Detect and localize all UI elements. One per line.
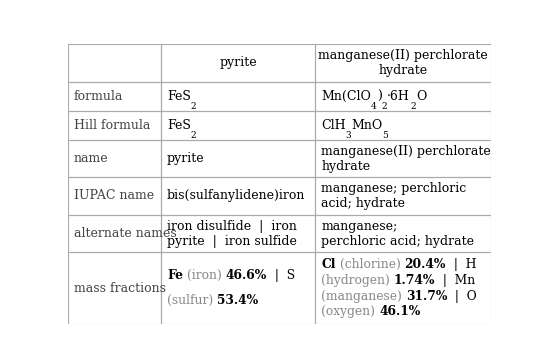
Text: manganese(II) perchlorate
hydrate: manganese(II) perchlorate hydrate [321, 145, 491, 173]
Text: 4: 4 [371, 102, 377, 111]
Text: Mn(ClO: Mn(ClO [321, 90, 371, 103]
Text: O: O [416, 90, 426, 103]
Text: |  Mn: | Mn [435, 274, 475, 287]
Text: |  S: | S [267, 269, 295, 282]
Text: 53.4%: 53.4% [217, 294, 258, 307]
Text: FeS: FeS [167, 90, 191, 103]
Text: ): ) [377, 90, 382, 103]
Text: ClH: ClH [321, 119, 346, 132]
Text: 46.1%: 46.1% [379, 305, 420, 318]
Text: (hydrogen): (hydrogen) [321, 274, 394, 287]
Text: (oxygen): (oxygen) [321, 305, 379, 318]
Text: manganese; perchloric
acid; hydrate: manganese; perchloric acid; hydrate [321, 182, 467, 210]
Text: pyrite: pyrite [219, 56, 257, 69]
Text: 20.4%: 20.4% [404, 258, 446, 271]
Text: name: name [74, 152, 108, 165]
Text: bis(sulfanylidene)iron: bis(sulfanylidene)iron [167, 189, 305, 202]
Text: Cl: Cl [321, 258, 336, 271]
Text: alternate names: alternate names [74, 227, 177, 240]
Text: (sulfur): (sulfur) [167, 294, 217, 307]
Text: (chlorine): (chlorine) [336, 258, 404, 271]
Text: IUPAC name: IUPAC name [74, 189, 154, 202]
Text: (manganese): (manganese) [321, 290, 406, 302]
Text: 5: 5 [383, 131, 389, 140]
Text: Fe: Fe [167, 269, 183, 282]
Text: 2: 2 [382, 102, 387, 111]
Text: 31.7%: 31.7% [406, 290, 447, 302]
Text: 1.74%: 1.74% [394, 274, 435, 287]
Text: ·6H: ·6H [387, 90, 410, 103]
Text: |  H: | H [446, 258, 476, 271]
Text: mass fractions: mass fractions [74, 282, 166, 295]
Text: pyrite: pyrite [167, 152, 204, 165]
Text: iron disulfide  |  iron
pyrite  |  iron sulfide: iron disulfide | iron pyrite | iron sulf… [167, 219, 297, 248]
Text: 2: 2 [191, 131, 196, 140]
Text: 2: 2 [191, 102, 196, 111]
Text: MnO: MnO [352, 119, 383, 132]
Text: |  O: | O [447, 290, 477, 302]
Text: manganese;
perchloric acid; hydrate: manganese; perchloric acid; hydrate [321, 219, 474, 248]
Text: formula: formula [74, 90, 123, 103]
Text: 46.6%: 46.6% [226, 269, 267, 282]
Text: FeS: FeS [167, 119, 191, 132]
Text: (iron): (iron) [183, 269, 226, 282]
Text: 2: 2 [410, 102, 416, 111]
Text: manganese(II) perchlorate
hydrate: manganese(II) perchlorate hydrate [318, 49, 488, 76]
Text: Hill formula: Hill formula [74, 119, 150, 132]
Text: 3: 3 [346, 131, 352, 140]
